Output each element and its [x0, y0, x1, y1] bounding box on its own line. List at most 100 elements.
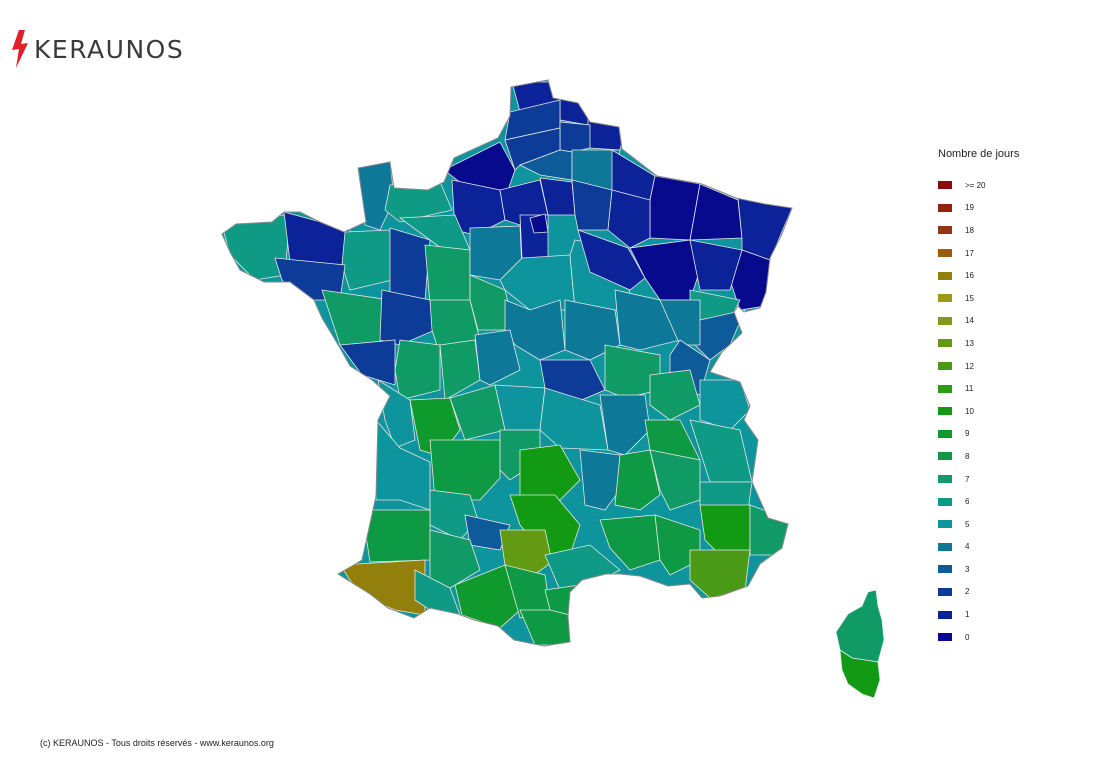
department-region [339, 339, 396, 386]
corsica-south [839, 649, 881, 699]
legend-label: 10 [965, 406, 974, 416]
department-region [607, 189, 651, 249]
legend-label: 5 [965, 519, 970, 529]
legend-item: 19 [938, 197, 1019, 220]
department-region [429, 529, 481, 589]
legend-item: 18 [938, 219, 1019, 242]
department-region [474, 329, 521, 386]
legend-label: 12 [965, 361, 974, 371]
legend-item: 15 [938, 287, 1019, 310]
department-region [454, 564, 521, 629]
legend-swatch [938, 497, 952, 506]
legend-label: >= 20 [965, 180, 986, 190]
legend-item: 13 [938, 332, 1019, 355]
legend-label: 17 [965, 248, 974, 258]
legend-swatch [938, 633, 952, 642]
department-region [379, 289, 436, 346]
legend-swatch [938, 610, 952, 619]
legend-swatch [938, 339, 952, 348]
legend-swatch [938, 271, 952, 280]
legend-swatch [938, 452, 952, 461]
legend-label: 8 [965, 451, 970, 461]
copyright-footer: (c) KERAUNOS - Tous droits réservés - ww… [40, 738, 274, 748]
legend-label: 3 [965, 564, 970, 574]
logo-text: KERAUNOS [34, 34, 185, 64]
legend-label: 14 [965, 316, 974, 326]
legend: Nombre de jours >= 20 19 18 17 16 15 14 13 12 11 1… [938, 148, 1019, 648]
department-region [361, 509, 431, 563]
department-region [614, 289, 681, 351]
legend-item: 8 [938, 445, 1019, 468]
legend-item: 12 [938, 355, 1019, 378]
legend-swatch [938, 203, 952, 212]
lightning-bolt-icon [12, 30, 28, 68]
legend-label: 11 [965, 384, 974, 394]
legend-swatch [938, 249, 952, 258]
legend-label: 0 [965, 632, 970, 642]
legend-swatch [938, 520, 952, 529]
legend-label: 1 [965, 610, 970, 620]
legend-label: 4 [965, 542, 970, 552]
legend-label: 6 [965, 497, 970, 507]
legend-item: 6 [938, 490, 1019, 513]
legend-swatch [938, 294, 952, 303]
legend-swatch [938, 429, 952, 438]
department-region [604, 344, 661, 399]
department-region [341, 229, 393, 291]
legend-label: 18 [965, 225, 974, 235]
department-region [599, 394, 651, 456]
legend-swatch [938, 362, 952, 371]
department-region [659, 299, 701, 346]
legend-swatch [938, 587, 952, 596]
legend-swatch [938, 542, 952, 551]
legend-item: 9 [938, 423, 1019, 446]
department-region [599, 514, 661, 571]
department-region [614, 449, 661, 511]
legend-item: 2 [938, 581, 1019, 604]
legend-swatch [938, 384, 952, 393]
legend-label: 7 [965, 474, 970, 484]
department-region [429, 439, 501, 501]
legend-item: 4 [938, 536, 1019, 559]
department-region [577, 229, 646, 291]
department-region [469, 274, 516, 331]
keraunos-logo: KERAUNOS [10, 30, 184, 68]
legend-swatch [938, 407, 952, 416]
department-region [571, 179, 613, 231]
department-region [424, 244, 471, 305]
department-region [529, 213, 549, 234]
legend-item: 17 [938, 242, 1019, 265]
legend-label: 13 [965, 338, 974, 348]
department-region [389, 227, 431, 301]
legend-item: 10 [938, 400, 1019, 423]
legend-label: 2 [965, 587, 970, 597]
legend-item: 14 [938, 310, 1019, 333]
legend-label: 19 [965, 203, 974, 213]
legend-item: 7 [938, 468, 1019, 491]
legend-items: >= 20 19 18 17 16 15 14 13 12 11 10 9 8 7 6 5 4 3 2 1 0 [938, 174, 1019, 648]
legend-item: 3 [938, 558, 1019, 581]
legend-title: Nombre de jours [938, 148, 1020, 160]
department-region [559, 121, 591, 153]
legend-swatch [938, 316, 952, 325]
legend-swatch [938, 226, 952, 235]
legend-item: 1 [938, 603, 1019, 626]
legend-item: >= 20 [938, 174, 1019, 197]
department-region [394, 339, 441, 401]
mainland-outline [221, 79, 793, 647]
legend-label: 16 [965, 271, 974, 281]
legend-item: 16 [938, 264, 1019, 287]
department-region [539, 387, 609, 451]
legend-label: 9 [965, 429, 970, 439]
legend-item: 5 [938, 513, 1019, 536]
department-region [689, 239, 743, 291]
department-region [464, 514, 511, 551]
department-region [649, 449, 701, 511]
legend-swatch [938, 565, 952, 574]
legend-item: 11 [938, 377, 1019, 400]
department-region [579, 449, 621, 511]
department-region [654, 514, 701, 576]
legend-swatch [938, 181, 952, 190]
corsica-north [835, 589, 885, 663]
